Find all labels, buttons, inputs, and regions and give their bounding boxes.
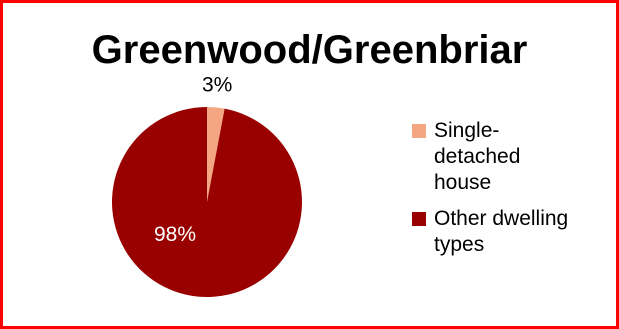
pie-label-single-detached: 3% — [202, 73, 232, 96]
legend-swatch-single-detached — [412, 124, 426, 138]
chart-title: Greenwood/Greenbriar — [91, 28, 528, 72]
legend: Single- detached house Other dwelling ty… — [412, 118, 612, 268]
legend-label-single-detached-1: Single- — [434, 119, 500, 142]
legend-item-other-dwelling: Other dwelling types — [412, 206, 612, 258]
legend-label-other-dwelling-2: types — [434, 233, 485, 256]
legend-label-other-dwelling-1: Other dwelling — [434, 207, 569, 230]
legend-item-single-detached: Single- detached house — [412, 118, 612, 196]
legend-label-single-detached-3: house — [434, 171, 492, 194]
legend-swatch-other-dwelling — [412, 212, 426, 226]
legend-label-single-detached-2: detached — [434, 145, 521, 168]
pie-slice-other-dwelling — [112, 107, 303, 298]
pie-slice-single-detached — [207, 107, 225, 202]
pie-label-other-dwelling: 98% — [154, 223, 196, 246]
